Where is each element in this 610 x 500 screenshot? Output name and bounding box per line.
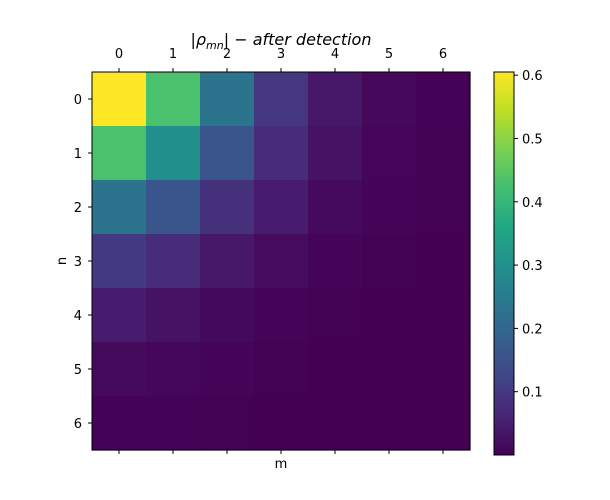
y-axis-ticks: 0 1 2 3 4 5 6 bbox=[74, 93, 92, 432]
heatmap-cell-r4-c0 bbox=[92, 288, 147, 343]
heatmap-cell-r5-c6 bbox=[416, 342, 471, 397]
colorbar-tick-label: 0.3 bbox=[522, 259, 543, 274]
heatmap-cell-r1-c1 bbox=[146, 126, 201, 181]
heatmap-cell-r3-c3 bbox=[254, 234, 309, 289]
heatmap-cell-r0-c1 bbox=[146, 72, 201, 127]
x-tick-label: 0 bbox=[115, 47, 123, 62]
heatmap-cell-r1-c4 bbox=[308, 126, 363, 181]
heatmap-cell-r1-c0 bbox=[92, 126, 147, 181]
heatmap-cell-r4-c3 bbox=[254, 288, 309, 343]
heatmap-cell-r0-c4 bbox=[308, 72, 363, 127]
heatmap-cell-r2-c4 bbox=[308, 180, 363, 235]
colorbar-tick-label: 0.5 bbox=[522, 132, 543, 147]
heatmap-cell-r1-c5 bbox=[362, 126, 417, 181]
x-tick-label: 6 bbox=[439, 47, 447, 62]
heatmap-cell-r6-c4 bbox=[308, 396, 363, 451]
heatmap-cell-r2-c1 bbox=[146, 180, 201, 235]
y-tick-label: 0 bbox=[74, 93, 82, 108]
heatmap-cell-r4-c1 bbox=[146, 288, 201, 343]
y-tick-label: 2 bbox=[74, 201, 82, 216]
heatmap-cell-r3-c1 bbox=[146, 234, 201, 289]
x-tick-label: 3 bbox=[277, 47, 285, 62]
heatmap-cell-r1-c3 bbox=[254, 126, 309, 181]
heatmap-cell-r4-c4 bbox=[308, 288, 363, 343]
heatmap-cell-r5-c2 bbox=[200, 342, 255, 397]
x-tick-label: 4 bbox=[331, 47, 339, 62]
heatmap-cell-r5-c3 bbox=[254, 342, 309, 397]
colorbar-tick-label: 0.2 bbox=[522, 322, 543, 337]
heatmap-cell-r3-c2 bbox=[200, 234, 255, 289]
x-tick-label: 2 bbox=[223, 47, 231, 62]
heatmap-cell-r6-c3 bbox=[254, 396, 309, 451]
heatmap-cell-r0-c0 bbox=[92, 72, 147, 127]
heatmap-cell-r4-c5 bbox=[362, 288, 417, 343]
heatmap-cell-r5-c0 bbox=[92, 342, 147, 397]
x-tick-label: 1 bbox=[169, 47, 177, 62]
heatmap-cell-r2-c6 bbox=[416, 180, 471, 235]
x-axis-ticks: 0 1 2 3 4 5 6 bbox=[115, 47, 447, 454]
heatmap-cell-r3-c6 bbox=[416, 234, 471, 289]
heatmap-cells bbox=[92, 72, 471, 451]
heatmap-cell-r0-c5 bbox=[362, 72, 417, 127]
chart-title: |ρmn| − after detection bbox=[191, 30, 372, 52]
heatmap-cell-r6-c6 bbox=[416, 396, 471, 451]
heatmap-cell-r6-c5 bbox=[362, 396, 417, 451]
heatmap-cell-r2-c3 bbox=[254, 180, 309, 235]
y-tick-label: 1 bbox=[74, 147, 82, 162]
heatmap-cell-r2-c2 bbox=[200, 180, 255, 235]
heatmap-cell-r4-c6 bbox=[416, 288, 471, 343]
heatmap-cell-r6-c1 bbox=[146, 396, 201, 451]
heatmap-cell-r3-c5 bbox=[362, 234, 417, 289]
y-tick-label: 4 bbox=[74, 309, 82, 324]
heatmap-cell-r0-c2 bbox=[200, 72, 255, 127]
colorbar-tick-label: 0.6 bbox=[522, 69, 543, 84]
heatmap-cell-r5-c5 bbox=[362, 342, 417, 397]
heatmap-cell-r6-c2 bbox=[200, 396, 255, 451]
colorbar bbox=[493, 71, 515, 456]
heatmap-cell-r4-c2 bbox=[200, 288, 255, 343]
heatmap-cell-r0-c6 bbox=[416, 72, 471, 127]
heatmap-cell-r2-c0 bbox=[92, 180, 147, 235]
x-tick-label: 5 bbox=[385, 47, 393, 62]
heatmap-cell-r5-c1 bbox=[146, 342, 201, 397]
colorbar-tick-label: 0.4 bbox=[522, 196, 543, 211]
heatmap-cell-r3-c0 bbox=[92, 234, 147, 289]
y-axis-label: n bbox=[55, 257, 70, 265]
colorbar-tick-label: 0.1 bbox=[522, 386, 543, 401]
y-tick-label: 6 bbox=[74, 417, 82, 432]
x-axis-label: m bbox=[275, 457, 288, 472]
y-tick-label: 5 bbox=[74, 363, 82, 378]
heatmap-cell-r1-c2 bbox=[200, 126, 255, 181]
colorbar-ticks: 0.1 0.2 0.3 0.4 0.5 0.6 bbox=[514, 69, 543, 401]
heatmap-cell-r6-c0 bbox=[92, 396, 147, 451]
y-tick-label: 3 bbox=[74, 255, 82, 270]
heatmap-cell-r2-c5 bbox=[362, 180, 417, 235]
heatmap-cell-r5-c4 bbox=[308, 342, 363, 397]
heatmap-cell-r3-c4 bbox=[308, 234, 363, 289]
heatmap-cell-r1-c6 bbox=[416, 126, 471, 181]
heatmap-cell-r0-c3 bbox=[254, 72, 309, 127]
